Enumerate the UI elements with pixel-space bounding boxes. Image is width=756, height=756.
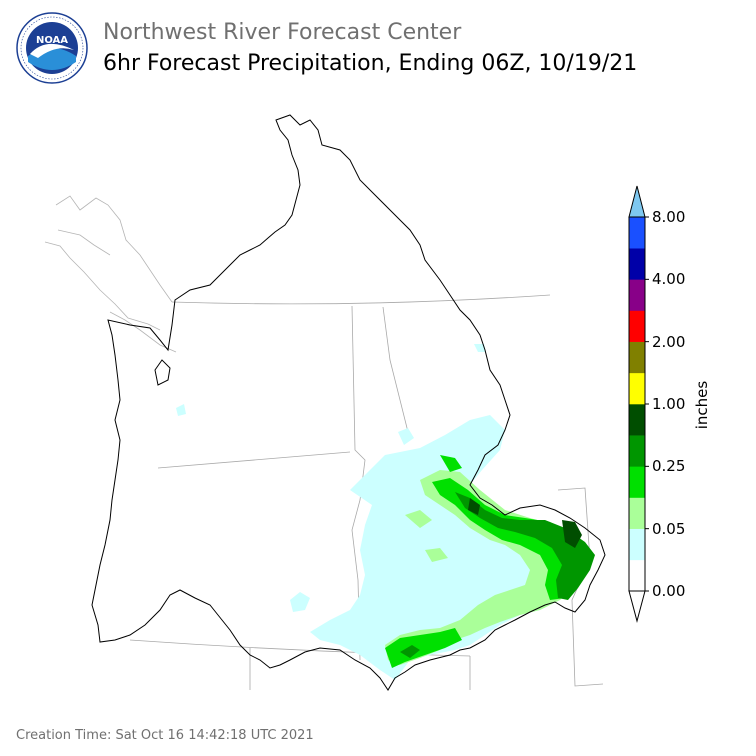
colorbar-tick-label: 0.25 bbox=[652, 457, 686, 476]
colorbar-tick-label: 0.05 bbox=[652, 519, 686, 538]
logo-text: NOAA bbox=[36, 35, 68, 46]
org-title: Northwest River Forecast Center bbox=[103, 20, 462, 45]
noaa-logo-icon: NOAA bbox=[16, 12, 88, 84]
product-title: 6hr Forecast Precipitation, Ending 06Z, … bbox=[103, 51, 638, 76]
colorbar-tick-label: 0.00 bbox=[652, 582, 686, 600]
colorbar-tick-label: 8.00 bbox=[652, 208, 686, 226]
basin-outline bbox=[91, 114, 606, 691]
precip-field bbox=[176, 344, 595, 680]
colorbar-unit-label: inches bbox=[693, 380, 711, 430]
colorbar-tick-label: 1.00 bbox=[652, 395, 686, 413]
colorbar-tick-label: 2.00 bbox=[652, 332, 686, 351]
colorbar-tick-label: 4.00 bbox=[652, 270, 686, 289]
creation-time: Creation Time: Sat Oct 16 14:42:18 UTC 2… bbox=[16, 728, 314, 743]
